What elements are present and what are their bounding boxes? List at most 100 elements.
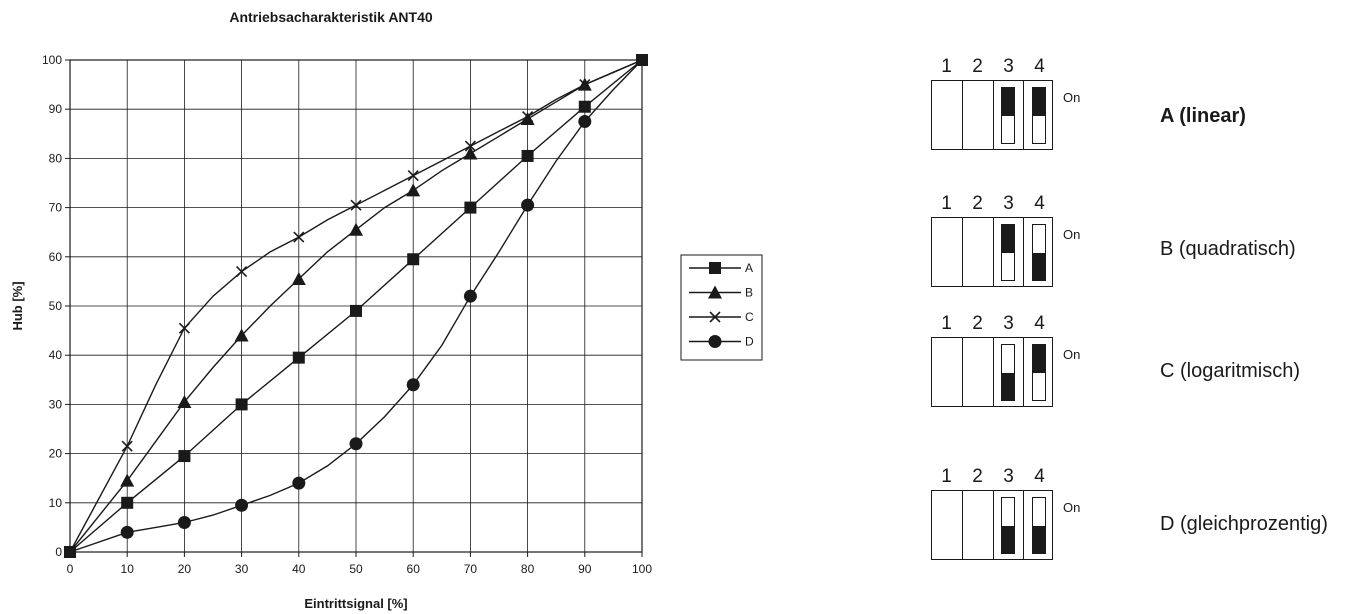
y-tick-label: 0	[55, 545, 62, 559]
series-d-marker	[292, 476, 306, 490]
series-b-marker	[177, 394, 192, 408]
switch-number: 1	[941, 193, 952, 214]
x-tick-label: 10	[121, 562, 135, 576]
legend-c-label: C	[745, 310, 754, 324]
series-a-marker	[407, 253, 420, 266]
series-a-marker	[121, 496, 134, 509]
dip-switch-housing	[931, 337, 1053, 407]
series-c-marker	[464, 140, 476, 152]
x-tick-label: 0	[67, 562, 74, 576]
switch-slot-1	[932, 338, 963, 406]
series-d-marker	[235, 498, 249, 512]
switch-number: 4	[1034, 466, 1045, 487]
y-tick-label: 10	[49, 496, 63, 510]
switch-slot-4	[1024, 338, 1055, 406]
switch-number: 2	[972, 313, 983, 334]
switch-3-on	[1001, 224, 1015, 281]
x-tick-label: 100	[632, 562, 652, 576]
series-b-marker	[349, 222, 363, 236]
series-a-marker	[235, 398, 248, 411]
series-d-marker	[177, 515, 191, 529]
series-c-marker	[293, 231, 305, 243]
chart-title: Antriebsacharakteristik ANT40	[229, 9, 433, 25]
legend-d-label: D	[745, 335, 754, 349]
switch-slot-3	[993, 81, 1024, 149]
mode-label-c: C (logaritmisch)	[1160, 360, 1301, 382]
series-d-marker	[406, 378, 420, 392]
series-a-marker	[350, 304, 362, 317]
dip-switch-block-d: 1 2 3 4 On	[931, 466, 1091, 562]
on-label: On	[1063, 227, 1081, 242]
endpoint-marker	[636, 54, 648, 66]
y-tick-label: 90	[49, 102, 63, 116]
legend-b-label: B	[745, 286, 753, 300]
switch-number: 1	[941, 313, 952, 334]
switch-number: 4	[1034, 193, 1045, 214]
switch-slot-1	[932, 218, 963, 286]
switch-number: 3	[1003, 313, 1014, 334]
switch-slot-2	[963, 81, 994, 149]
switch-slot-2	[963, 338, 994, 406]
series-c-marker	[579, 79, 591, 91]
dip-switch-block-c: 1 2 3 4 On	[931, 313, 1091, 409]
series-c-marker	[121, 440, 133, 452]
switch-3-off	[1001, 344, 1015, 401]
switch-slot-3	[993, 218, 1024, 286]
switch-slot-3	[993, 338, 1024, 406]
dip-switch-block-a: 1 2 3 4 On	[931, 56, 1091, 152]
switch-number: 4	[1034, 313, 1045, 334]
switch-slot-4	[1024, 491, 1055, 559]
x-tick-label: 50	[349, 562, 363, 576]
switch-number: 2	[972, 466, 983, 487]
series-b-marker	[463, 146, 478, 160]
y-tick-label: 20	[49, 447, 63, 461]
series-b-marker	[406, 183, 421, 197]
series-c-marker	[350, 199, 362, 211]
series-b-marker	[520, 112, 535, 126]
series-a-marker	[464, 201, 477, 214]
mode-label-b: B (quadratisch)	[1160, 238, 1296, 260]
switch-number: 4	[1034, 56, 1045, 77]
switch-4-off	[1031, 497, 1046, 554]
series-c-marker	[178, 322, 190, 334]
axis-ticks: 0 10 20 30 40 50 60 70 80 90 100 0 10 20 30 40 50 60 70 80 9…	[42, 53, 652, 576]
y-tick-label: 60	[49, 250, 63, 264]
series-d-marker	[463, 289, 477, 303]
series-d-marker	[578, 115, 592, 128]
mode-label-d: D (gleichprozentig)	[1160, 513, 1328, 535]
on-label: On	[1063, 500, 1081, 515]
switch-3-off	[1001, 497, 1015, 554]
series-c-marker	[407, 170, 419, 182]
x-tick-label: 60	[407, 562, 421, 576]
legend-b-marker	[708, 285, 722, 299]
origin-marker	[64, 546, 76, 558]
switch-number: 2	[972, 193, 983, 214]
dip-switch-housing	[931, 490, 1053, 560]
switch-4-on	[1031, 344, 1046, 401]
y-tick-label: 80	[49, 151, 63, 165]
switch-slot-3	[993, 491, 1024, 559]
series-b-line	[69, 59, 643, 553]
switch-slot-4	[1024, 81, 1055, 149]
series-b-marker	[234, 328, 249, 342]
switch-slot-4	[1024, 218, 1055, 286]
legend-a-marker	[709, 262, 721, 274]
series-a-marker	[292, 351, 305, 364]
series-a-marker	[578, 100, 591, 113]
switch-3-on	[1001, 87, 1015, 144]
series-a-marker	[521, 149, 534, 162]
x-tick-label: 40	[292, 562, 306, 576]
series-c-marker	[236, 265, 248, 278]
series-lines	[64, 54, 648, 558]
switch-slot-1	[932, 81, 963, 149]
switch-slot-1	[932, 491, 963, 559]
y-tick-label: 100	[42, 53, 62, 67]
dip-switch-housing	[931, 217, 1053, 287]
series-c-line	[69, 59, 643, 553]
series-c-marker	[522, 111, 534, 123]
